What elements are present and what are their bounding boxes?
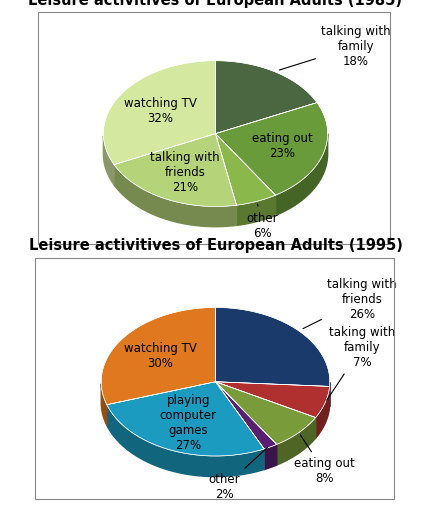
Polygon shape xyxy=(114,165,236,227)
Polygon shape xyxy=(315,387,329,438)
Title: Leisure activitives of European Adults (1995): Leisure activitives of European Adults (… xyxy=(28,239,402,253)
Text: eating out
23%: eating out 23% xyxy=(251,132,312,160)
Polygon shape xyxy=(101,307,215,404)
Polygon shape xyxy=(103,61,215,165)
Polygon shape xyxy=(215,134,275,205)
Text: talking with
friends
21%: talking with friends 21% xyxy=(150,151,219,194)
Polygon shape xyxy=(215,382,276,449)
Polygon shape xyxy=(101,383,107,425)
Text: other
2%: other 2% xyxy=(209,447,267,501)
Polygon shape xyxy=(107,382,264,456)
Text: watching TV
30%: watching TV 30% xyxy=(123,342,196,370)
Text: watching TV
32%: watching TV 32% xyxy=(124,97,197,125)
Title: Leisure activitives of European Adults (1985): Leisure activitives of European Adults (… xyxy=(28,0,402,8)
Polygon shape xyxy=(114,134,236,206)
Polygon shape xyxy=(264,444,276,470)
Polygon shape xyxy=(275,134,327,216)
Text: talking with
family
18%: talking with family 18% xyxy=(279,25,390,70)
Text: other
6%: other 6% xyxy=(246,204,278,240)
Polygon shape xyxy=(103,136,114,185)
Polygon shape xyxy=(215,307,329,387)
Text: talking with
friends
26%: talking with friends 26% xyxy=(302,278,396,329)
Polygon shape xyxy=(276,417,315,465)
Text: playing
computer
games
27%: playing computer games 27% xyxy=(160,394,216,452)
Polygon shape xyxy=(107,404,264,477)
Text: eating out
8%: eating out 8% xyxy=(293,435,353,485)
Polygon shape xyxy=(236,195,275,225)
Polygon shape xyxy=(215,102,327,195)
Polygon shape xyxy=(215,382,329,417)
Polygon shape xyxy=(215,382,315,444)
Polygon shape xyxy=(215,61,316,134)
Text: taking with
family
7%: taking with family 7% xyxy=(326,326,394,400)
